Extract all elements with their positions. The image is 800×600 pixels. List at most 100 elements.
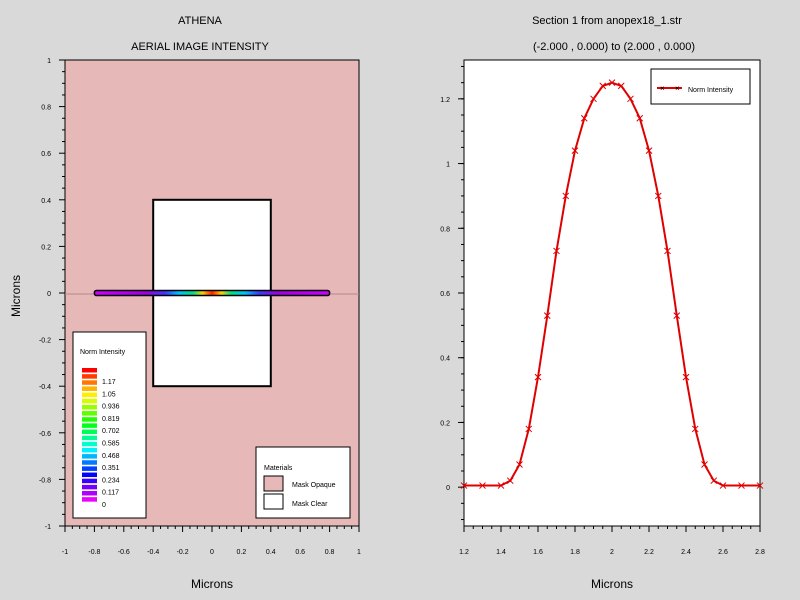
colorbar-swatch <box>82 392 97 398</box>
right-x-axis: 1.2 1.4 1.6 1.8 2 2.2 2.4 2.6 2.8 <box>459 526 765 556</box>
legend-label-norm-intensity: Norm Intensity <box>688 87 734 94</box>
left-x-tick-label: 0 <box>210 549 214 556</box>
norm-intensity-point <box>543 312 551 320</box>
norm-intensity-point <box>645 147 653 154</box>
right-x-tick-label: 1.2 <box>459 549 469 556</box>
norm-intensity-point <box>673 312 681 320</box>
norm-intensity-point <box>571 147 579 154</box>
left-x-tick-label: 0.8 <box>325 549 335 556</box>
right-x-tick-label: 2.8 <box>755 549 765 556</box>
left-y-tick-label: -0.4 <box>39 384 51 391</box>
norm-intensity-series <box>460 79 764 489</box>
mask-opaque-swatch <box>263 475 284 492</box>
right-y-tick-label: 0 <box>446 485 450 492</box>
norm-intensity-point <box>719 482 727 489</box>
materials-legend: Materials Mask Opaque Mask Clear <box>255 446 351 519</box>
colorbar-legend: Norm Intensity 1.17 1.05 0.936 0.819 0.702 0.… <box>72 331 147 519</box>
colorbar-label: 0.819 <box>102 416 120 423</box>
colorbar-label: 0.702 <box>102 428 120 435</box>
right-chart-title: Section 1 from anopex18_1.str <box>532 15 682 27</box>
norm-intensity-point <box>516 461 523 468</box>
right-x-tick-label: 1.6 <box>533 549 543 556</box>
colorbar-swatch <box>82 447 97 453</box>
norm-intensity-point <box>738 482 745 489</box>
right-y-tick-label: 0.2 <box>440 420 450 427</box>
right-x-tick-label: 2.2 <box>644 549 654 556</box>
norm-intensity-point <box>701 461 708 468</box>
norm-intensity-point <box>617 82 625 90</box>
colorbar-swatches <box>82 368 97 502</box>
left-x-axis: -1 -0.8 -0.6 -0.4 -0.2 0 0.2 0.4 0.6 0.8 1 <box>62 526 361 556</box>
right-y-tick-label: 1.2 <box>440 97 450 104</box>
left-x-tick-label: 0.2 <box>237 549 247 556</box>
left-y-axis-label: Microns <box>9 275 23 317</box>
colorbar-swatch <box>82 435 97 441</box>
norm-intensity-point <box>654 192 662 200</box>
right-x-axis-label: Microns <box>591 577 633 591</box>
colorbar-swatch <box>82 404 97 410</box>
norm-intensity-point <box>562 192 570 200</box>
colorbar-swatch <box>82 411 97 416</box>
left-y-tick-label: 0.6 <box>41 151 51 158</box>
left-y-tick-label: 0 <box>47 291 51 298</box>
colorbar-swatch <box>82 398 97 404</box>
left-x-tick-label: -0.8 <box>88 549 100 556</box>
right-x-tick-label: 1.8 <box>570 549 580 556</box>
colorbar-label: 0.117 <box>102 490 119 497</box>
left-y-tick-label: 0.2 <box>41 244 51 251</box>
right-x-tick-label: 2.6 <box>718 549 728 556</box>
right-plot-area <box>463 59 761 527</box>
norm-intensity-point <box>590 95 597 103</box>
norm-intensity-point <box>710 477 718 485</box>
norm-intensity-point <box>691 425 699 433</box>
norm-intensity-point <box>460 482 468 489</box>
left-x-tick-label: 0.4 <box>266 549 276 556</box>
colorbar-swatch <box>82 380 97 385</box>
left-x-tick-label: -0.4 <box>147 549 159 556</box>
materials-title: Materials <box>264 465 293 472</box>
legend-marker-right: × <box>675 84 680 93</box>
left-y-tick-label: -1 <box>45 524 51 531</box>
left-x-tick-label: 0.6 <box>295 549 305 556</box>
colorbar-label: 0.468 <box>102 453 120 460</box>
left-y-tick-label: -0.8 <box>39 477 51 484</box>
colorbar-swatch <box>82 386 97 391</box>
left-y-tick-label: -0.6 <box>39 431 51 438</box>
colorbar-swatch <box>82 454 97 459</box>
colorbar-swatch <box>82 466 97 471</box>
colorbar-swatch <box>82 423 97 428</box>
left-chart-title: ATHENA <box>178 15 222 27</box>
colorbar-label: 0.351 <box>102 465 120 472</box>
colorbar-swatch <box>82 441 97 447</box>
intensity-strip <box>93 289 331 297</box>
right-x-tick-label: 2 <box>610 549 614 556</box>
colorbar-labels: 1.17 1.05 0.936 0.819 0.702 0.585 0.468 0.351 0.… <box>102 379 120 509</box>
left-x-tick-label: -1 <box>62 549 68 556</box>
colorbar-swatch <box>82 497 97 502</box>
norm-intensity-point <box>497 482 505 489</box>
norm-intensity-point <box>627 95 634 103</box>
norm-intensity-point <box>664 247 671 255</box>
colorbar-label: 0.936 <box>102 404 120 411</box>
colorbar-label: 1.17 <box>102 379 116 386</box>
left-x-axis-label: Microns <box>191 577 233 591</box>
colorbar-title: Norm Intensity <box>80 349 126 356</box>
mask-clear-label: Mask Clear <box>292 501 328 508</box>
left-x-tick-label: -0.6 <box>118 549 130 556</box>
norm-intensity-point <box>534 373 542 381</box>
left-y-tick-label: -0.2 <box>39 338 51 345</box>
mask-clear-swatch <box>263 493 284 510</box>
norm-intensity-point <box>682 373 690 381</box>
norm-intensity-point <box>608 79 616 87</box>
norm-intensity-point <box>506 477 514 485</box>
left-y-axis: 1 0.8 0.6 0.4 0.2 0 -0.2 -0.4 -0.6 -0.8 -1 <box>39 58 65 531</box>
colorbar-label: 0.234 <box>102 477 120 484</box>
colorbar-label: 0 <box>102 502 106 509</box>
legend-marker-left: × <box>660 84 665 93</box>
right-legend: × × Norm Intensity <box>650 68 751 105</box>
norm-intensity-point <box>479 482 486 489</box>
colorbar-swatch <box>82 368 97 373</box>
colorbar-swatch <box>82 374 97 379</box>
left-x-tick-label: -0.2 <box>177 549 189 556</box>
